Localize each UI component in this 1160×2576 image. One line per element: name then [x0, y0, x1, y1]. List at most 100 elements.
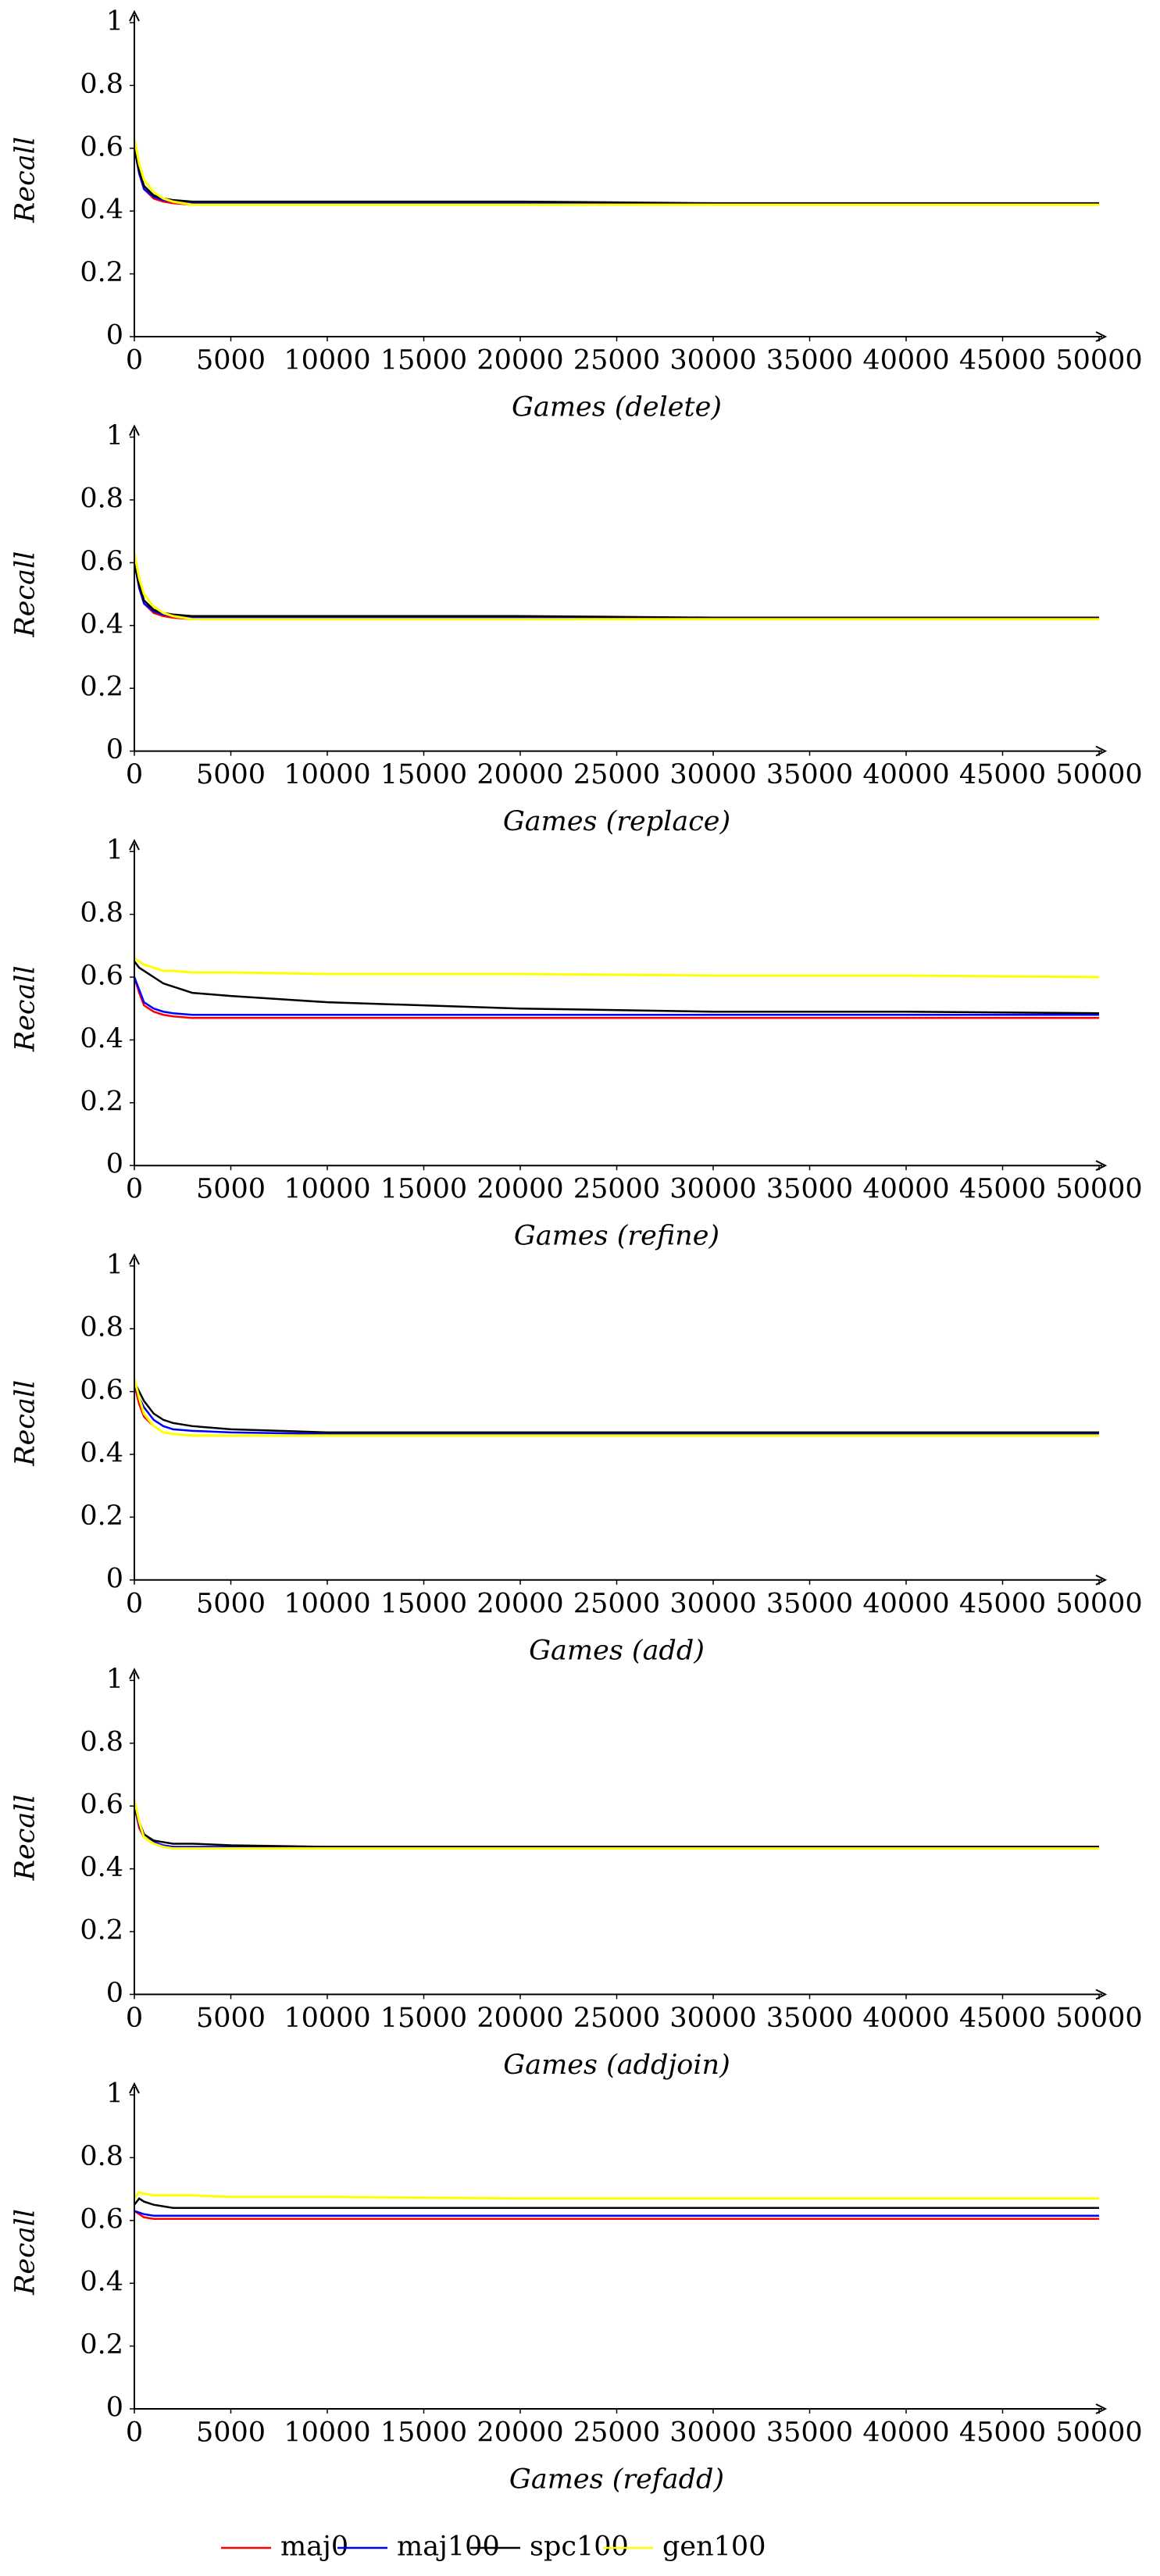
series-line [133, 1385, 1099, 1437]
y-tick-label: 0.6 [80, 2203, 123, 2235]
x-axis-label: Games (add) [529, 1635, 705, 1666]
x-tick-label: 20000 [476, 759, 563, 790]
x-tick-label: 15000 [380, 2417, 467, 2449]
y-tick-label: 0.6 [80, 1375, 123, 1406]
legend-label: maj0 [280, 2531, 348, 2563]
x-tick-label: 15000 [380, 2003, 467, 2034]
y-tick-label: 0.2 [80, 1915, 123, 1946]
series-line [133, 1381, 1099, 1434]
y-tick-label: 0.2 [80, 1086, 123, 1117]
y-tick-label: 0.8 [80, 2141, 123, 2172]
y-tick-label: 0 [106, 320, 123, 351]
y-tick-label: 0.2 [80, 672, 123, 703]
y-tick-label: 0 [106, 734, 123, 765]
x-tick-label: 5000 [196, 1174, 266, 1205]
y-tick-label: 0.6 [80, 546, 123, 577]
y-tick-label: 0.6 [80, 961, 123, 992]
y-arrow [129, 1253, 140, 1265]
x-tick-label: 10000 [284, 759, 370, 790]
x-tick-label: 40000 [862, 1174, 949, 1205]
y-tick-label: 1 [106, 835, 123, 866]
x-tick-label: 25000 [573, 1174, 660, 1205]
y-tick-label: 0.6 [80, 1789, 123, 1821]
x-axis-label: Games (delete) [512, 392, 722, 423]
x-arrow [1095, 1989, 1108, 2000]
x-tick-label: 15000 [380, 1588, 467, 1619]
x-tick-label: 30000 [669, 2003, 756, 2034]
x-tick-label: 40000 [862, 2003, 949, 2034]
y-tick-label: 0.4 [80, 194, 123, 226]
x-tick-label: 50000 [1055, 345, 1142, 376]
y-tick-label: 0 [106, 1978, 123, 2009]
y-tick-label: 1 [106, 1664, 123, 1695]
series-line [133, 562, 1099, 621]
x-arrow [1095, 1574, 1108, 1586]
x-tick-label: 0 [126, 2417, 143, 2449]
y-arrow [129, 424, 140, 437]
x-tick-label: 25000 [573, 2003, 660, 2034]
series-line [134, 957, 1100, 979]
y-tick-label: 0.8 [80, 69, 123, 100]
x-tick-label: 20000 [476, 1588, 563, 1619]
series-line [133, 148, 1099, 206]
y-tick-label: 0 [106, 1149, 123, 1180]
series-line [133, 976, 1099, 1016]
x-tick-label: 10000 [284, 1174, 370, 1205]
x-arrow [1095, 331, 1108, 342]
x-tick-label: 5000 [196, 345, 266, 376]
y-axis-label: Recall [10, 137, 41, 223]
x-tick-label: 25000 [573, 759, 660, 790]
y-tick-label: 0.8 [80, 483, 123, 515]
x-tick-label: 45000 [959, 2417, 1046, 2449]
x-tick-label: 40000 [862, 345, 949, 376]
legend-label: maj100 [397, 2531, 500, 2563]
y-tick-label: 0.6 [80, 131, 123, 162]
y-arrow [129, 2082, 140, 2094]
x-tick-label: 30000 [669, 2417, 756, 2449]
x-tick-label: 50000 [1055, 1174, 1142, 1205]
x-tick-label: 45000 [959, 345, 1046, 376]
x-tick-label: 35000 [766, 1174, 853, 1205]
y-tick-label: 0.2 [80, 2329, 123, 2360]
y-arrow [129, 9, 140, 22]
series-line [133, 976, 1099, 1019]
x-tick-label: 50000 [1055, 759, 1142, 790]
series-line [133, 1805, 1099, 1850]
x-tick-label: 35000 [766, 345, 853, 376]
x-tick-label: 15000 [380, 1174, 467, 1205]
y-axis-label: Recall [10, 551, 41, 638]
x-tick-label: 30000 [669, 1588, 756, 1619]
x-tick-label: 0 [126, 345, 143, 376]
x-tick-label: 20000 [476, 1174, 563, 1205]
x-arrow [1095, 745, 1108, 757]
x-tick-label: 10000 [284, 2003, 370, 2034]
x-tick-label: 20000 [476, 2003, 563, 2034]
y-tick-label: 0 [106, 1563, 123, 1594]
series-line [133, 138, 1099, 206]
y-tick-label: 1 [106, 1249, 123, 1280]
series-line [133, 562, 1099, 621]
x-tick-label: 5000 [196, 759, 266, 790]
y-tick-label: 0 [106, 2392, 123, 2424]
x-tick-label: 35000 [766, 759, 853, 790]
y-tick-label: 0.4 [80, 1023, 123, 1054]
y-tick-label: 1 [106, 6, 123, 37]
y-axis-label: Recall [10, 965, 41, 1052]
x-tick-label: 30000 [669, 759, 756, 790]
y-tick-label: 0.8 [80, 897, 123, 929]
x-tick-label: 45000 [959, 759, 1046, 790]
x-tick-label: 10000 [284, 1588, 370, 1619]
series-line [133, 1379, 1099, 1437]
legend-label: gen100 [662, 2531, 766, 2563]
x-tick-label: 0 [126, 1588, 143, 1619]
y-tick-label: 0.8 [80, 1312, 123, 1343]
y-axis-label: Recall [10, 2209, 41, 2296]
series-line [133, 1805, 1099, 1848]
x-axis-label: Games (addjoin) [503, 2050, 730, 2081]
x-tick-label: 15000 [380, 345, 467, 376]
x-axis-label: Games (refine) [514, 1221, 719, 1252]
x-tick-label: 5000 [196, 2417, 266, 2449]
x-tick-label: 20000 [476, 345, 563, 376]
x-arrow [1095, 2403, 1108, 2414]
x-arrow [1095, 1160, 1108, 1172]
